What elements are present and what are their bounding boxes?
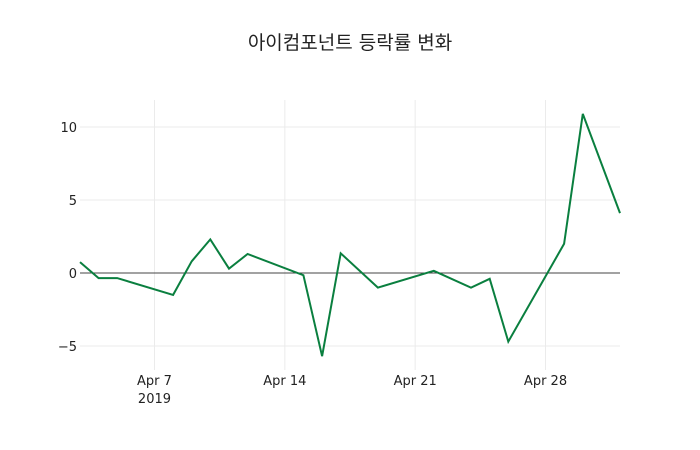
svg-text:0: 0	[69, 267, 77, 282]
chart-title: 아이컴포넌트 등락률 변화	[247, 32, 453, 54]
svg-text:Apr 7: Apr 7	[137, 374, 172, 389]
svg-text:5: 5	[69, 194, 77, 209]
axis-labels: −5 0 5 10 Apr 7 2019 Apr 14 Apr 21 Apr 28	[58, 121, 567, 407]
svg-text:Apr 21: Apr 21	[394, 374, 437, 389]
series-line	[79, 113, 621, 357]
svg-text:Apr 28: Apr 28	[524, 374, 567, 389]
svg-text:Apr 14: Apr 14	[263, 374, 306, 389]
svg-text:−5: −5	[58, 340, 77, 355]
svg-text:2019: 2019	[138, 392, 171, 407]
svg-text:10: 10	[60, 121, 77, 136]
gridlines	[80, 100, 620, 370]
